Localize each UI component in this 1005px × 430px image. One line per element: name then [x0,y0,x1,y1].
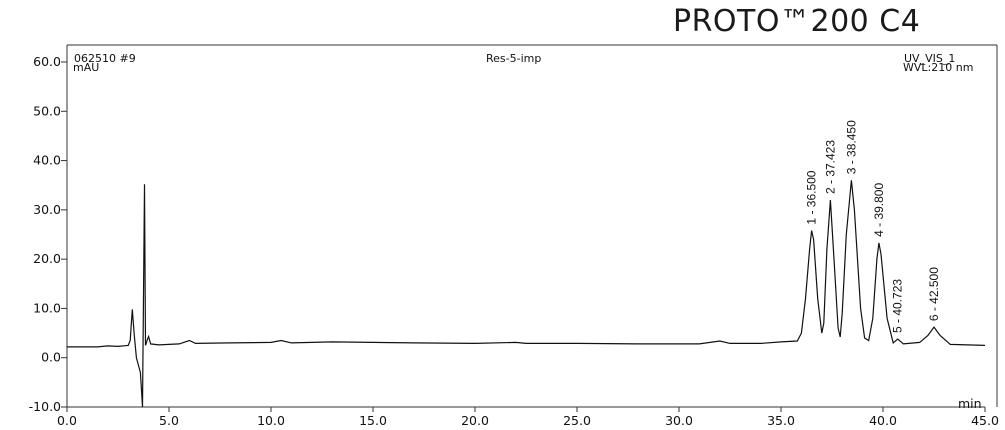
detector-label: UV_VIS_1 [904,52,955,65]
x-tick-label: 5.0 [159,413,179,428]
x-tick-label: 45.0 [971,413,999,428]
x-tick-label: 25.0 [563,413,591,428]
x-tick-label: 20.0 [461,413,489,428]
peak-label: 4 - 39.800 [872,183,886,237]
wavelength-label: WVL:210 nm [903,61,973,74]
peak-label: 1 - 36.500 [805,170,819,224]
x-tick-label: 30.0 [665,413,693,428]
instrument-brand-title: PROTO™200 C4 [673,4,921,39]
y-tick-label: 50.0 [33,103,61,118]
x-tick-label: 0.0 [57,413,77,428]
peak-label: 6 - 42.500 [927,267,941,321]
y-tick-label: 0.0 [41,350,61,365]
x-tick-label: 40.0 [869,413,897,428]
y-tick-label: 30.0 [33,202,61,217]
method-name-label: Res-5-imp [486,52,541,65]
y-tick-label: -10.0 [29,399,61,414]
x-tick-label: 15.0 [359,413,387,428]
y-tick-label: 20.0 [33,251,61,266]
x-tick-label: 10.0 [257,413,285,428]
chromatogram-trace-line [67,180,986,408]
y-tick-label: 10.0 [33,300,61,315]
peak-label: 5 - 40.723 [891,279,905,333]
y-axis-unit-label: mAU [73,61,99,74]
peak-label: 2 - 37.423 [823,140,837,194]
x-tick-label: 35.0 [767,413,795,428]
y-tick-label: 40.0 [33,153,61,168]
peak-label: 3 - 38.450 [844,120,858,174]
sample-id-label: 062510 #9 [74,52,136,65]
y-tick-label: 60.0 [33,54,61,69]
x-axis-unit-label: min [958,396,982,411]
